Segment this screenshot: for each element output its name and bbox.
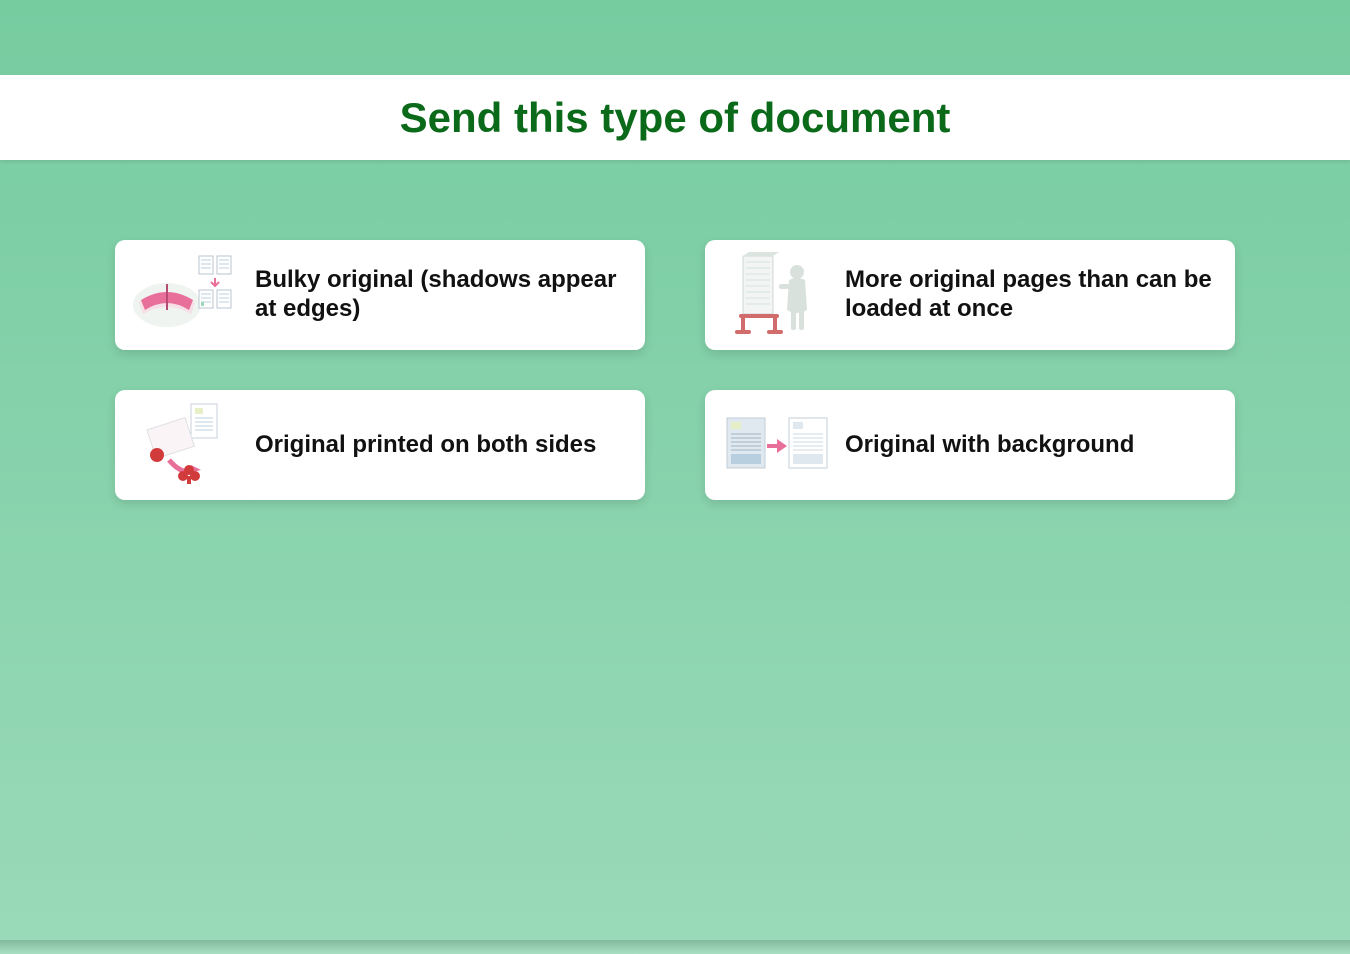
options-grid: Bulky original (shadows appear at edges) — [115, 240, 1235, 500]
option-label: Original with background — [845, 431, 1215, 460]
background-original-icon — [719, 400, 829, 490]
bulky-original-icon — [129, 250, 239, 340]
option-label: More original pages than can be loaded a… — [845, 266, 1215, 324]
option-label: Original printed on both sides — [255, 431, 625, 460]
option-duplex-original[interactable]: Original printed on both sides — [115, 390, 645, 500]
duplex-original-icon — [129, 400, 239, 490]
option-bulky-original[interactable]: Bulky original (shadows appear at edges) — [115, 240, 645, 350]
option-many-pages[interactable]: More original pages than can be loaded a… — [705, 240, 1235, 350]
option-background-original[interactable]: Original with background — [705, 390, 1235, 500]
title-bar: Send this type of document — [0, 75, 1350, 160]
page-title: Send this type of document — [400, 94, 951, 142]
many-pages-icon — [719, 250, 829, 340]
page: Send this type of document — [0, 0, 1350, 954]
option-label: Bulky original (shadows appear at edges) — [255, 266, 625, 324]
bottom-divider — [0, 940, 1350, 954]
